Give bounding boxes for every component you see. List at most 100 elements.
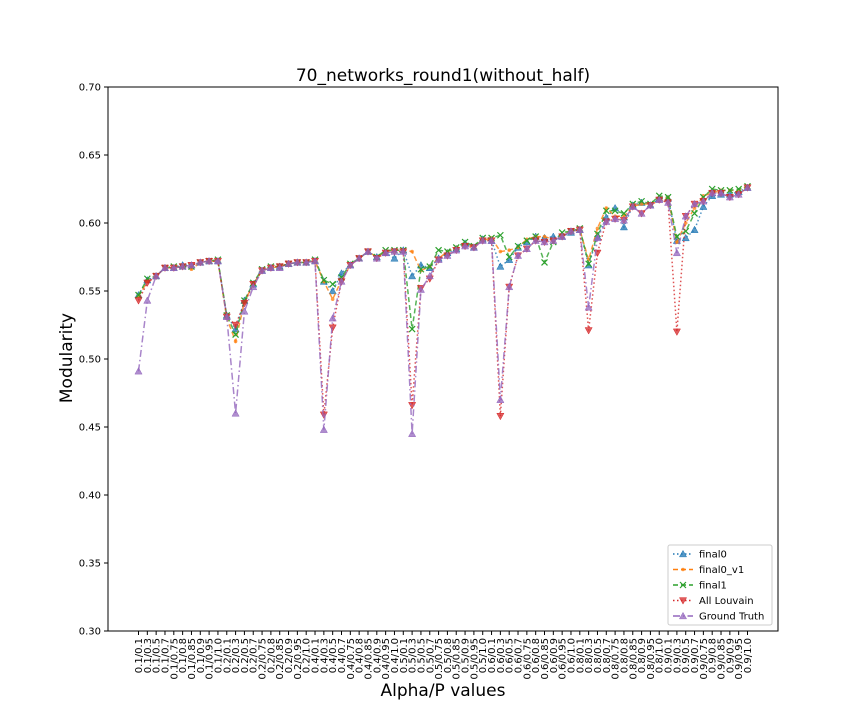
chart-title: 70_networks_round1(without_half) [296,66,590,86]
x-tick-label: 0.9/0.9 [725,638,736,673]
x-tick-label: 0.2/0.1 [222,638,233,673]
data-point [240,307,249,315]
data-point [575,225,584,233]
data-point [425,271,434,280]
x-tick-label: 0.6/0.7 [514,638,525,673]
data-point [655,195,664,204]
data-point [699,197,708,205]
legend-label: Ground Truth [699,612,764,623]
y-axis-label: Modularity [57,313,77,403]
x-tick-label: 0.2/1.0 [302,638,313,673]
data-point [505,282,514,291]
x-tick-label: 0.9/0.8 [708,638,719,673]
data-point [390,247,399,255]
data-point [584,303,593,311]
data-point [372,254,381,262]
legend-entry: final0_v1 [673,565,744,576]
x-tick-label: 0.5/0.9 [461,638,472,673]
legend-label: final0_v1 [699,565,744,576]
data-point [672,328,681,336]
data-point [619,216,628,224]
data-point [496,412,505,421]
data-point [461,242,470,250]
x-tick-label: 0.2/0.85 [275,638,286,680]
data-point [549,236,558,244]
data-point [637,209,646,217]
x-tick-label: 0.4/0.8 [355,638,366,673]
data-point [310,256,320,265]
data-point [134,297,143,305]
data-point [134,367,143,375]
x-tick-label: 0.4/0.85 [363,638,374,680]
x-tick-label: 0.1/0.1 [134,638,145,673]
data-point [328,324,337,332]
data-point [232,331,240,338]
x-tick-label: 0.6/0.9 [549,638,560,673]
data-point [240,300,249,308]
data-point [231,321,240,330]
data-point [302,258,311,266]
y-tick-label: 0.55 [79,287,101,298]
data-point [330,297,335,301]
data-point [498,249,503,254]
legend-marker [678,549,688,558]
data-point [682,227,690,235]
data-point [410,249,414,254]
x-tick-label: 0.5/0.7 [425,638,436,673]
series-line [137,185,748,344]
legend-entry: Ground Truth [673,612,764,623]
data-point [690,199,699,208]
data-point [595,226,600,231]
data-point [452,246,461,254]
x-tick-label: 0.9/0.1 [664,638,675,673]
data-point [143,296,152,304]
x-tick-label: 0.9/0.3 [672,638,683,673]
data-point [417,265,425,273]
x-tick-label: 0.9/0.7 [690,638,701,673]
y-tick-label: 0.70 [79,83,101,94]
x-tick-label: 0.2/0.8 [266,638,277,673]
series-3 [134,184,752,421]
y-tick-label: 0.30 [79,627,101,638]
data-point [584,327,593,335]
data-point [708,188,717,197]
x-tick-label: 0.4/0.1 [311,638,322,673]
data-point [478,236,487,244]
x-tick-label: 0.1/1.0 [213,638,224,673]
series-line [137,185,748,337]
data-point [143,279,152,287]
data-point [363,247,373,255]
legend-entry: All Louvain [673,596,754,607]
data-point [611,207,619,215]
data-point [205,256,214,265]
legend-marker [679,581,687,589]
data-point [664,193,672,201]
x-tick-label: 0.9/1.0 [743,638,754,673]
data-point [725,193,734,201]
x-tick-label: 0.6/0.75 [522,638,533,680]
data-point [523,237,531,245]
data-point [602,217,611,225]
x-tick-label: 0.8/0.95 [646,638,657,680]
x-tick-label: 0.5/0.75 [434,638,445,680]
data-point [602,207,610,215]
data-point [196,258,205,266]
x-tick-label: 0.8/0.85 [628,638,639,680]
data-point [699,202,708,210]
x-axis-label: Alpha/P values [380,681,505,701]
x-tick-label: 0.6/0.8 [531,638,542,673]
data-point [213,256,222,265]
x-tick-label: 0.9/0.75 [699,638,710,680]
data-point [135,291,142,299]
series-line [137,187,748,417]
data-point [266,263,275,272]
x-tick-label: 0.8/0.75 [611,638,622,680]
data-point [169,263,178,272]
data-point [355,254,364,262]
data-point [540,237,549,246]
data-point [496,262,505,270]
x-tick-label: 0.4/0.5 [328,638,339,673]
x-tick-label: 0.4/0.75 [346,638,357,680]
data-point [638,197,646,205]
data-point [681,233,690,242]
